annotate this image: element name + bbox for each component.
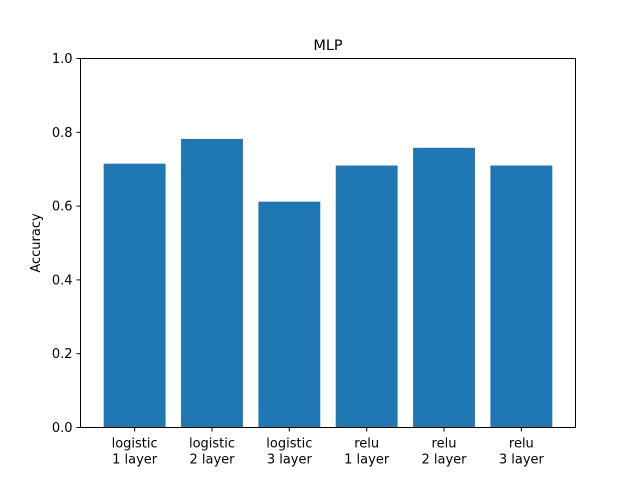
bar-3 xyxy=(335,165,398,428)
x-tick-label-2: logistic 3 layer xyxy=(266,437,312,468)
y-axis-label: Accuracy xyxy=(29,213,44,273)
bar-4 xyxy=(413,147,475,428)
x-tick-label-5: relu 3 layer xyxy=(499,437,545,468)
y-tick-label-0: 0.0 xyxy=(52,421,73,436)
x-tick-label-1: logistic 2 layer xyxy=(189,437,235,468)
x-tick-label-3: relu 1 layer xyxy=(344,437,390,468)
bar-2 xyxy=(258,201,321,428)
bar-5 xyxy=(490,165,553,428)
chart-title: MLP xyxy=(313,38,343,54)
y-tick-label-4: 0.8 xyxy=(52,126,73,141)
y-tick-label-3: 0.6 xyxy=(52,200,73,215)
y-axis-ticks: 0.0 0.2 0.4 0.6 0.8 1.0 xyxy=(52,52,81,436)
y-tick-label-2: 0.4 xyxy=(52,273,73,288)
x-tick-label-4: relu 2 layer xyxy=(422,437,468,468)
plot-frame xyxy=(80,58,576,428)
bar-0 xyxy=(103,163,166,428)
bar-group xyxy=(103,138,553,428)
y-tick-label-1: 0.2 xyxy=(52,347,73,362)
bar-1 xyxy=(181,138,243,428)
x-axis-ticks: logistic 1 layer logistic 2 layer logistic 3 … xyxy=(112,427,545,468)
x-tick-label-0: logistic 1 layer xyxy=(112,437,158,468)
y-tick-label-5: 1.0 xyxy=(52,52,73,67)
